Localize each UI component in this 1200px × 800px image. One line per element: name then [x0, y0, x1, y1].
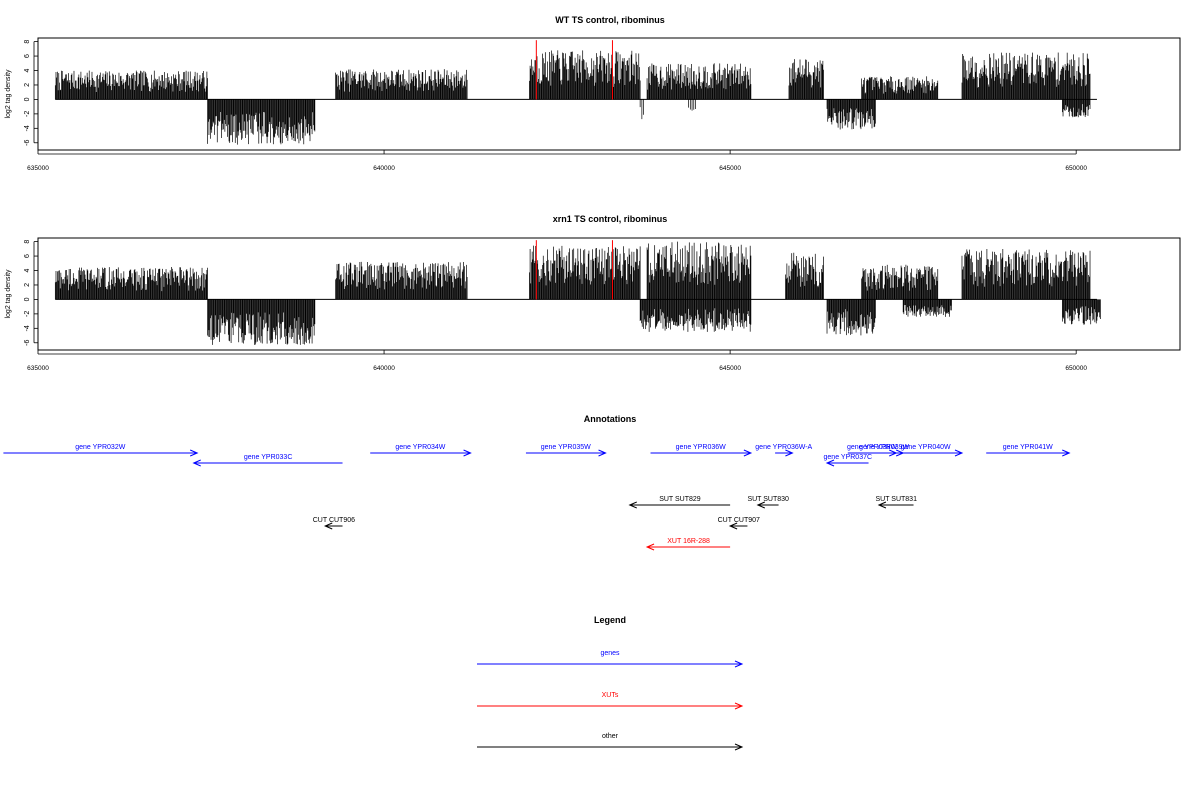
annotations-title: Annotations	[584, 414, 637, 424]
annotation-label: gene YPR038W	[847, 444, 897, 451]
legend-label: XUTs	[602, 692, 619, 699]
annotation-arrow-head	[189, 449, 199, 457]
xrn1-ytick-label: 0	[24, 297, 31, 301]
legend-arrow-head	[734, 743, 744, 751]
xrn1-panel: xrn1 TS control, ribominus -6 -4 -2 0 2 4 6 8 log…	[5, 214, 1181, 372]
xrn1-ytick-label: 6	[24, 254, 31, 258]
annotation-arrow-head	[628, 501, 637, 509]
annotation-label: gene YPR033C	[244, 454, 293, 461]
wt-ytick-label: 2	[24, 83, 31, 87]
xrn1-ytick-label: 2	[24, 283, 31, 287]
annotation-label: gene YPR039W	[859, 444, 909, 451]
annotation-gene-ypr033c: gene YPR033C	[192, 454, 343, 467]
annotation-arrow-head	[756, 501, 766, 509]
annotation-arrow-head	[463, 449, 472, 457]
wt-ytick-label: -2	[24, 111, 31, 117]
xrn1-xtick-label: 650000	[1065, 365, 1087, 372]
xrn1-ytick-label: -4	[24, 325, 31, 331]
wt-panel: WT TS control, ribominus -6 -4 -2 0 2 4 6 8 log2 …	[5, 15, 1181, 172]
annotation-sut-sut829: SUT SUT829	[628, 496, 731, 509]
annotation-gene-ypr037c: gene YPR037C	[824, 454, 873, 467]
wt-title: WT TS control, ribominus	[555, 15, 665, 25]
annotation-label: CUT CUT906	[313, 517, 355, 524]
legend-title: Legend	[594, 615, 626, 625]
xrn1-ytick-label: -6	[24, 340, 31, 346]
wt-ytick-label: -6	[24, 140, 31, 146]
wt-ytick-label: 4	[24, 68, 31, 72]
annotation-label: gene YPR041W	[1003, 444, 1053, 451]
annotation-xut-16r-288: XUT 16R-288	[645, 538, 731, 551]
xrn1-xtick-label: 635000	[27, 365, 49, 372]
annotation-arrow-head	[877, 501, 887, 509]
wt-xtick-label: 635000	[27, 165, 49, 172]
annotation-label: gene YPR034W	[395, 444, 445, 451]
xrn1-xtick-label: 645000	[719, 365, 741, 372]
annotation-gene-ypr040w: gene YPR040W	[889, 444, 964, 457]
legend-entry-xuts: XUTs	[477, 692, 744, 710]
annotation-label: gene YPR035W	[541, 444, 591, 451]
xrn1-plot-frame	[37, 237, 1181, 351]
annotation-label: gene YPR036W-A	[755, 444, 812, 451]
wt-ytick-label: 0	[24, 97, 31, 101]
annotation-label: SUT SUT831	[875, 496, 917, 503]
annotation-sut-sut830: SUT SUT830	[747, 496, 789, 509]
annotation-label: gene YPR032W	[75, 444, 125, 451]
annotation-arrow-head	[1062, 449, 1071, 457]
legend-label: genes	[600, 650, 620, 657]
annotation-label: CUT CUT907	[718, 517, 760, 524]
annotation-label: SUT SUT830	[747, 496, 789, 503]
xrn1-density-bars	[54, 241, 1101, 345]
annotation-label: gene YPR040W	[901, 444, 951, 451]
legend-arrow-head	[734, 702, 744, 710]
annotation-arrow-head	[323, 522, 333, 530]
xrn1-ylabel: log2 tag density	[5, 269, 12, 319]
legend-entry-other: other	[477, 733, 744, 751]
annotation-cut-cut906: CUT CUT906	[313, 517, 355, 530]
annotation-gene-ypr036w-a: gene YPR036W-A	[755, 444, 813, 457]
legend-label: other	[602, 733, 619, 740]
annotation-label: XUT 16R-288	[667, 538, 710, 545]
annotation-arrow-head	[743, 449, 753, 457]
annotation-label: SUT SUT829	[659, 496, 701, 503]
annotation-gene-ypr036w: gene YPR036W	[650, 444, 753, 457]
annotation-arrow-head	[192, 459, 201, 467]
annotation-arrow-head	[645, 543, 655, 551]
annotation-arrow-head	[728, 522, 738, 530]
annotation-arrow-head	[598, 449, 607, 457]
wt-ytick-label: -4	[24, 125, 31, 131]
wt-ytick-label: 8	[24, 40, 31, 44]
wt-xtick-label: 640000	[373, 165, 395, 172]
legend: Legend genes XUTs other	[477, 615, 744, 751]
wt-xtick-label: 645000	[719, 165, 741, 172]
annotation-track: Annotations gene YPR032W gene YPR033C gene …	[3, 414, 1071, 551]
annotation-gene-ypr032w: gene YPR032W	[3, 444, 199, 457]
annotation-gene-ypr035w: gene YPR035W	[525, 444, 607, 457]
wt-density-bars	[54, 50, 1091, 145]
annotation-arrow-head	[785, 449, 794, 457]
legend-entry-genes: genes	[477, 650, 744, 668]
wt-ylabel: log2 tag density	[5, 69, 12, 119]
annotation-cut-cut907: CUT CUT907	[718, 517, 760, 530]
annotation-sut-sut831: SUT SUT831	[875, 496, 917, 509]
xrn1-title: xrn1 TS control, ribominus	[553, 214, 668, 224]
annotation-label: gene YPR037C	[824, 454, 873, 461]
xrn1-ytick-label: 8	[24, 240, 31, 244]
xrn1-ytick-label: -2	[24, 311, 31, 317]
wt-plot-frame	[37, 37, 1181, 151]
legend-arrow-head	[734, 660, 744, 668]
annotation-label: gene YPR036W	[676, 444, 726, 451]
annotation-arrow-head	[825, 459, 835, 467]
annotation-gene-ypr041w: gene YPR041W	[986, 444, 1071, 457]
wt-ytick-label: 6	[24, 54, 31, 58]
annotation-gene-ypr034w: gene YPR034W	[370, 444, 472, 457]
xrn1-ytick-label: 4	[24, 268, 31, 272]
annotation-arrow-head	[954, 449, 964, 457]
wt-xtick-label: 650000	[1065, 165, 1087, 172]
xrn1-xtick-label: 640000	[373, 365, 395, 372]
